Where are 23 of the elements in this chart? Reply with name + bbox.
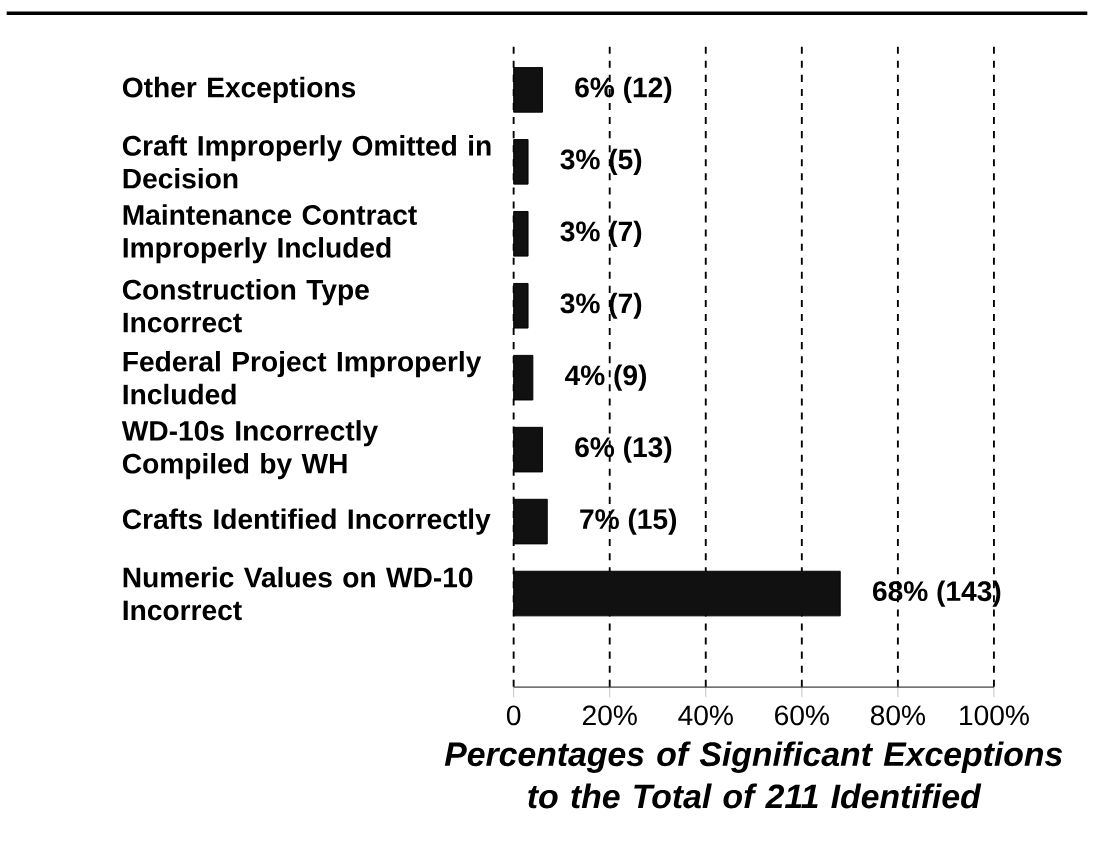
y-tick-label: Numeric Values on WD-10 Incorrect (123, 567, 473, 621)
x-tick-label: 80% (870, 705, 926, 726)
data-label: 68% (143) (873, 580, 1001, 607)
data-label: 6% (13) (575, 436, 672, 463)
data-label: 4% (9) (565, 364, 647, 392)
x-tick-label: 60% (775, 705, 829, 726)
y-tick-label: Construction Type Incorrect (122, 279, 369, 333)
x-axis-title: Percentages of Significant Exceptions to the Total of 211 Identified (444, 741, 1063, 809)
y-tick-label: WD-10s Incorrectly Compiled by WH (121, 420, 379, 480)
data-label: 7% (15) (580, 508, 677, 535)
x-tick-label: 100% (960, 705, 1029, 726)
data-label: 6% (12) (575, 77, 672, 104)
data-label: 3% (7) (560, 292, 642, 320)
data-label: 3% (5) (560, 148, 642, 176)
y-tick-label: Other Exceptions (122, 77, 356, 104)
x-tick-label: 20% (582, 705, 637, 726)
x-tick-label: 40% (678, 705, 733, 726)
y-tick-label: Maintenance Contract Improperly Included (123, 204, 417, 264)
x-tick-label: 0 (506, 705, 521, 726)
y-tick-label: Craft Improperly Omitted in Decision (122, 135, 491, 189)
y-tick-label: Federal Project Improperly Included (123, 351, 482, 405)
data-label: 3% (7) (560, 220, 642, 248)
y-tick-label: Crafts Identified Incorrectly (122, 508, 491, 535)
